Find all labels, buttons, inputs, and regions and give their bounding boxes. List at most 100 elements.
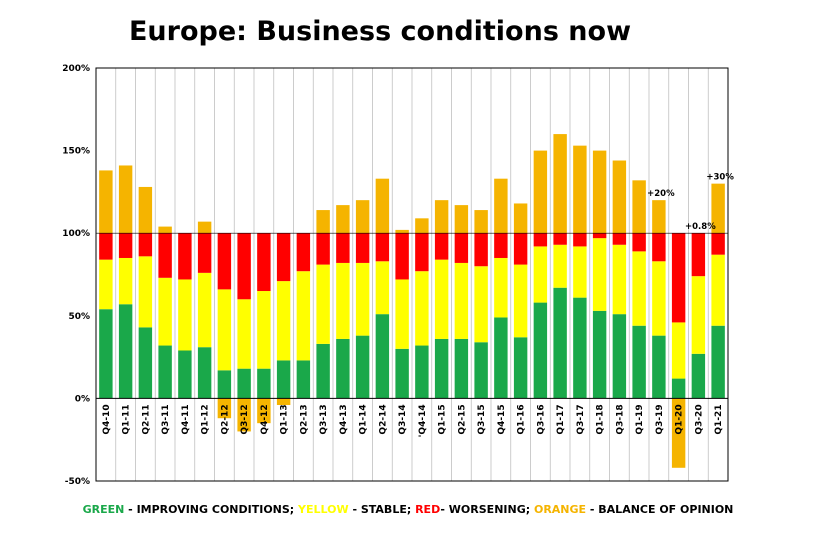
bar-red [553, 233, 567, 245]
bar-orange [454, 205, 469, 234]
bar-red [336, 233, 350, 263]
bar-yellow [375, 261, 390, 315]
bar-yellow [513, 264, 528, 338]
bar-yellow [217, 289, 232, 371]
x-tick-label: Q3-19 [655, 404, 665, 434]
bar-red [99, 233, 113, 260]
legend-orange-key: ORANGE [533, 503, 587, 516]
annotation-label: +20% [647, 189, 675, 199]
x-tick-label: Q3-14 [398, 404, 408, 434]
bar-orange [375, 178, 390, 234]
bar-yellow [158, 277, 172, 346]
bar-green [671, 378, 686, 399]
bar-group [316, 210, 330, 399]
bar-orange [652, 200, 666, 234]
bar-yellow [691, 276, 706, 354]
bar-yellow [237, 299, 251, 369]
bar-orange [533, 150, 548, 234]
bar-red [158, 233, 172, 278]
bar-group [612, 160, 627, 399]
x-tick-label: Q1-17 [556, 404, 566, 434]
bar-red [533, 233, 548, 247]
bar-orange [395, 229, 409, 234]
bar-group [355, 200, 370, 399]
x-tick-label: Q1-11 [122, 404, 132, 434]
bar-yellow [197, 272, 212, 348]
bar-yellow [138, 256, 153, 328]
bar-yellow [553, 244, 567, 288]
bar-group [513, 203, 528, 399]
bar-yellow [592, 238, 607, 311]
bar-green [434, 338, 449, 399]
bar-green [237, 368, 251, 399]
bar-orange [257, 398, 271, 424]
bar-green [118, 304, 133, 399]
bar-green [553, 287, 567, 399]
bar-green [533, 302, 548, 399]
bar-group [454, 205, 469, 399]
bar-red [652, 233, 666, 262]
bar-group [138, 186, 153, 399]
x-tick-label: Q3-11 [161, 404, 171, 434]
bar-green [375, 314, 390, 399]
y-tick-label: 0% [75, 394, 90, 404]
bar-red [474, 233, 488, 267]
bar-red [375, 233, 390, 262]
bar-yellow [257, 291, 271, 369]
bar-red [296, 233, 311, 272]
bar-group [632, 180, 646, 399]
bar-green [296, 360, 311, 399]
x-tick-label: Q1-16 [517, 404, 527, 434]
bar-group [276, 233, 291, 406]
bar-green [592, 310, 607, 399]
bar-green [336, 338, 350, 399]
bar-group [395, 229, 409, 399]
bar-yellow [336, 262, 350, 339]
bar-yellow [612, 244, 627, 315]
bar-red [316, 233, 330, 265]
bar-orange [217, 398, 232, 419]
bar-orange [573, 145, 587, 234]
x-tick-label: Q4-13 [339, 404, 349, 434]
bar-green [454, 338, 469, 399]
bar-orange [316, 210, 330, 234]
bar-orange [138, 186, 153, 234]
y-tick-label: 200% [62, 64, 90, 74]
bar-orange [671, 398, 686, 468]
bar-orange [553, 134, 567, 234]
bar-green [711, 325, 725, 399]
x-tick-label: 'Q4-14 [418, 404, 428, 437]
bar-red [276, 233, 291, 282]
bar-group [158, 226, 172, 399]
bar-green [355, 335, 370, 399]
bar-orange [474, 210, 488, 234]
x-tick-label: Q1-12 [201, 404, 211, 434]
bar-green [513, 337, 528, 399]
bar-red [395, 233, 409, 280]
x-axis-ticks: Q4-10 Q1-11 Q2-11 Q3-11 Q4-11 Q1-12 Q2-12 Q3-12… [102, 404, 724, 437]
x-tick-label: Q1-20 [675, 404, 685, 434]
bar-red [711, 233, 725, 255]
bar-group [197, 221, 212, 399]
legend-yellow-key: YELLOW [298, 503, 349, 516]
bar-green [217, 370, 232, 399]
bar-orange [197, 221, 212, 234]
bar-group [415, 218, 429, 399]
bar-red [691, 233, 706, 277]
x-tick-label: Q1-19 [635, 404, 645, 434]
x-tick-label: Q3-13 [319, 404, 329, 434]
x-tick-label: Q1-14 [359, 404, 369, 434]
bar-red [454, 233, 469, 263]
bar-yellow [454, 262, 469, 339]
bar-orange [592, 150, 607, 234]
bar-red [671, 233, 686, 323]
x-tick-label: Q1-18 [596, 404, 606, 434]
bar-group [336, 205, 350, 399]
bar-group [474, 210, 488, 399]
bar-green [178, 350, 192, 399]
bar-group [237, 233, 251, 432]
legend-yellow-desc: - STABLE; [348, 503, 416, 516]
y-tick-label: 150% [62, 147, 90, 157]
bar-group [592, 150, 607, 399]
